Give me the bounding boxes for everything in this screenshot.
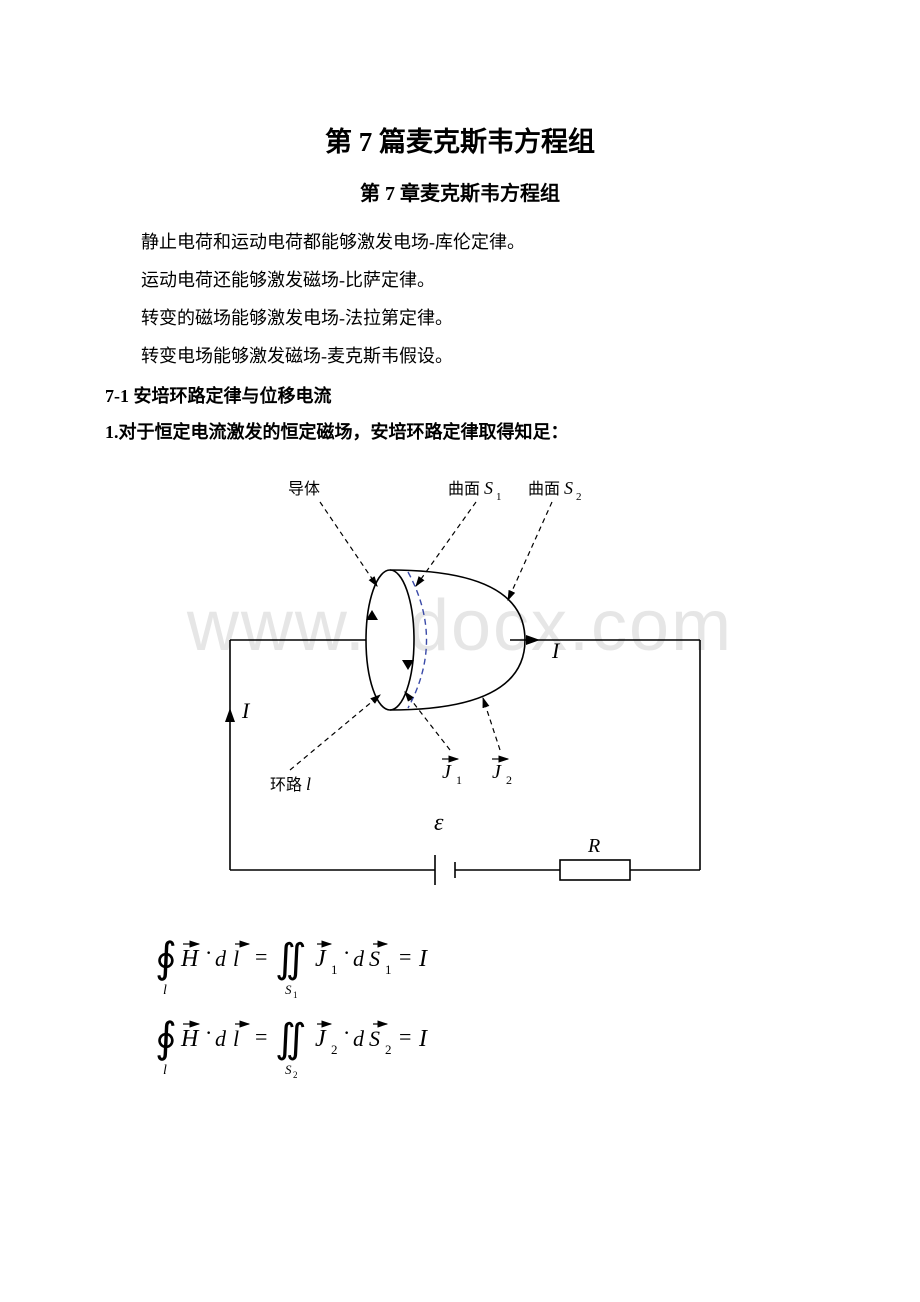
- svg-text:d: d: [215, 946, 227, 971]
- svg-text:d: d: [353, 946, 365, 971]
- paragraph: 转变电场能够激发磁场-麦克斯韦假设。: [105, 338, 815, 374]
- paragraph: 运动电荷还能够激发磁场-比萨定律。: [105, 262, 815, 298]
- equation-2: ∮ l H · d l = ∬ S 2 J 2 · d S 2 =: [155, 1016, 428, 1080]
- svg-text:l: l: [163, 1063, 167, 1078]
- svg-text:H: H: [180, 946, 200, 972]
- svg-text:S: S: [369, 946, 380, 971]
- svg-text:S: S: [285, 982, 292, 997]
- svg-text:d: d: [353, 1026, 365, 1051]
- main-title: 第 7 篇麦克斯韦方程组: [105, 120, 815, 159]
- svg-text:l: l: [306, 774, 311, 794]
- loop-ellipse: [366, 570, 414, 710]
- svg-text:=: =: [255, 944, 267, 969]
- paragraph: 静止电荷和运动电荷都能够激发电场-库伦定律。: [105, 224, 815, 260]
- section-heading: 7-1 安培环路定律与位移电流: [105, 378, 815, 414]
- svg-text:l: l: [233, 1026, 239, 1051]
- svg-text:H: H: [180, 1026, 200, 1052]
- svg-text:∮: ∮: [155, 1016, 177, 1062]
- svg-text:1: 1: [293, 990, 298, 1000]
- label-loop: 环路 l: [270, 774, 311, 794]
- svg-text:d: d: [215, 1026, 227, 1051]
- paragraph: 转变的磁场能够激发电场-法拉第定律。: [105, 300, 815, 336]
- equations-svg: ∮ l H · d l = ∬ S 1 J 1: [145, 924, 505, 1094]
- svg-text:S: S: [484, 478, 493, 498]
- svg-text:曲面: 曲面: [448, 480, 480, 498]
- svg-text:·: ·: [205, 1020, 212, 1045]
- label-J1: J 1: [442, 759, 462, 787]
- label-R: R: [587, 835, 600, 857]
- svg-text:·: ·: [343, 1020, 350, 1045]
- svg-text:环路: 环路: [270, 776, 302, 794]
- svg-text:∮: ∮: [155, 936, 177, 982]
- svg-text:S: S: [564, 478, 573, 498]
- equations-block: ∮ l H · d l = ∬ S 1 J 1: [145, 924, 815, 1099]
- svg-text:=: =: [399, 1024, 411, 1049]
- diagram-svg: 导体 曲面 S 1 曲面 S 2 I I 环路 l J: [180, 470, 740, 900]
- svg-text:2: 2: [576, 491, 582, 503]
- bold-paragraph: 1.对于恒定电流激发的恒定磁场，安培环路定律取得知足：: [105, 414, 815, 450]
- dashed-leaders: [290, 502, 552, 770]
- svg-text:I: I: [418, 1026, 428, 1052]
- svg-text:1: 1: [496, 491, 502, 503]
- svg-text:·: ·: [205, 940, 212, 965]
- label-I-right: I: [551, 638, 561, 663]
- svg-text:=: =: [399, 944, 411, 969]
- svg-text:=: =: [255, 1024, 267, 1049]
- svg-text:J: J: [442, 761, 452, 783]
- svg-text:2: 2: [331, 1042, 338, 1057]
- label-emf: ε: [434, 810, 444, 836]
- svg-text:1: 1: [331, 962, 338, 977]
- sub-title: 第 7 章麦克斯韦方程组: [105, 177, 815, 206]
- label-s1: 曲面 S 1: [448, 478, 502, 503]
- svg-text:1: 1: [385, 962, 392, 977]
- svg-text:1: 1: [456, 773, 462, 787]
- svg-text:S: S: [285, 1062, 292, 1077]
- svg-text:l: l: [233, 946, 239, 971]
- equation-1: ∮ l H · d l = ∬ S 1 J 1: [155, 936, 428, 1000]
- label-I-left: I: [241, 698, 251, 723]
- svg-text:∬: ∬: [275, 1016, 307, 1061]
- svg-text:S: S: [369, 1026, 380, 1051]
- svg-text:2: 2: [506, 773, 512, 787]
- circuit-wires: [230, 640, 700, 885]
- label-conductor: 导体: [288, 480, 320, 498]
- svg-text:·: ·: [343, 940, 350, 965]
- label-s2: 曲面 S 2: [528, 478, 582, 503]
- svg-text:l: l: [163, 983, 167, 998]
- svg-text:J: J: [315, 1026, 327, 1052]
- circuit-diagram: 导体 曲面 S 1 曲面 S 2 I I 环路 l J: [105, 470, 815, 900]
- svg-text:曲面: 曲面: [528, 480, 560, 498]
- svg-text:J: J: [492, 761, 502, 783]
- svg-text:J: J: [315, 946, 327, 972]
- svg-text:2: 2: [385, 1042, 392, 1057]
- svg-text:I: I: [418, 946, 428, 972]
- svg-text:2: 2: [293, 1070, 298, 1080]
- label-J2: J 2: [492, 759, 512, 787]
- svg-text:∬: ∬: [275, 936, 307, 981]
